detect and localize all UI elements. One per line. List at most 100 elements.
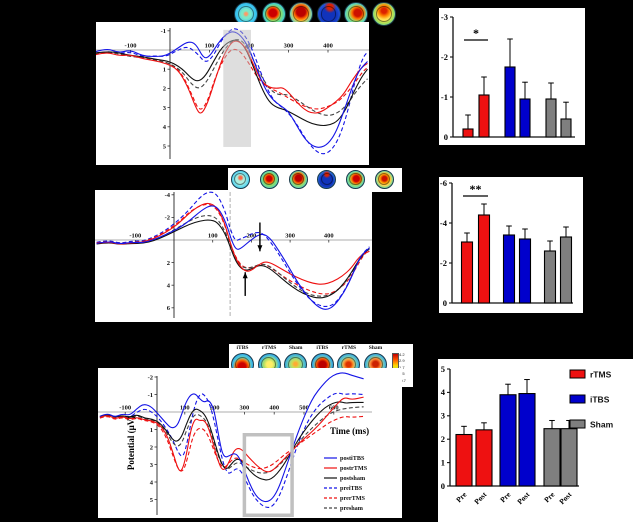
svg-text:2: 2 [150,444,153,451]
svg-text:3: 3 [163,105,167,112]
svg-text:-1: -1 [441,92,448,102]
topo-mid-6 [375,170,394,189]
bar-itbs-3 [518,238,532,304]
topo-row-mid [228,168,402,192]
svg-text:2: 2 [163,86,166,93]
bar-itbs-3 [519,98,531,138]
svg-text:300: 300 [284,43,294,50]
svg-text:1: 1 [441,457,445,467]
svg-text:5: 5 [150,497,154,504]
legend-entry: prerTMS [340,495,366,502]
x-axis-label: Time (ms) [330,426,369,436]
erp-panel-n2: -100 100 200 300 400 -4 -2 2 4 6 [95,190,372,322]
bar-itbs-Post [518,393,536,487]
topo-top-5 [344,2,369,26]
x-tick-label: Post [472,490,488,506]
legend-entry: postsham [340,475,366,482]
svg-text:300: 300 [240,405,250,412]
svg-text:4: 4 [150,479,154,486]
svg-text:100: 100 [180,405,190,412]
svg-text:4: 4 [167,283,171,290]
svg-text:0: 0 [441,481,445,491]
svg-text:-4: -4 [165,192,171,199]
svg-text:-2: -2 [440,258,447,268]
svg-text:0: 0 [443,298,447,308]
bar-rtms-Pre [455,433,473,487]
topo-mid-1 [231,170,250,189]
topo-label-rtms: rTMS [341,345,357,351]
x-tick-label: Post [515,490,531,506]
legend-swatch-rtms [569,369,586,379]
svg-text:200: 200 [210,405,220,412]
svg-text:-100: -100 [129,233,141,240]
legend-entry: presham [340,505,364,512]
bar-itbs-2 [504,66,516,138]
svg-text:-2: -2 [148,374,153,381]
topo-label-rtms: rTMS [261,345,277,351]
legend-label: iTBS [590,395,610,405]
erp-panel-p3: -100 100 200 300 400 500 600 -2 -1 1 2 3 4 5 Time (ms)… [98,368,402,518]
svg-text:3: 3 [441,411,445,421]
svg-text:-1: -1 [161,28,166,35]
topo-mid-3 [288,170,308,189]
bar-rtms-0 [462,128,474,138]
topo-label-sham: Sham [288,345,303,351]
bar-sham-4 [543,250,557,304]
svg-text:100: 100 [205,43,215,50]
bar-rtms-0 [460,241,474,304]
svg-text:400: 400 [269,405,279,412]
bar-chart-p2: 0 -1 -2 -3 * [439,8,585,145]
legend-entry: postrTMS [340,465,368,472]
svg-text:5: 5 [441,364,445,374]
legend-swatch-sham [569,419,586,429]
topo-top-6 [372,2,396,26]
bar-rtms-1 [477,214,491,304]
bar-rtms-1 [478,94,490,138]
bar-itbs-Pre [499,394,517,487]
x-tick-label: Pre [454,490,469,505]
svg-text:300: 300 [285,233,295,240]
colorbar-tick-label: -0.7 [399,377,406,383]
svg-text:200: 200 [247,233,257,240]
legend-swatch-itbs [569,394,586,404]
bar-chart-n2: 0 -2 -4 -6 ** [439,177,583,313]
bar-sham-Post [560,428,578,487]
svg-text:4: 4 [163,124,167,131]
svg-text:-4: -4 [440,218,448,228]
svg-text:-1: -1 [148,392,153,399]
legend-label: rTMS [590,370,612,380]
svg-text:400: 400 [323,43,333,50]
svg-text:400: 400 [324,233,334,240]
svg-text:2: 2 [167,260,170,267]
bar-itbs-2 [502,234,516,304]
topo-mid-2 [259,170,279,189]
svg-text:-100: -100 [125,43,137,50]
svg-text:500: 500 [299,405,309,412]
svg-text:5: 5 [163,143,167,150]
x-tick-label: Pre [542,490,557,505]
x-tick-label: Pre [498,490,513,505]
bar-sham-4 [545,98,557,138]
colorbar-tick-label: 4.2 [399,351,405,357]
legend-entry: postiTBS [340,455,365,462]
y-axis-label: Potential (μV) [126,416,136,470]
svg-text:-3: -3 [441,12,448,22]
topo-label-sham: Sham [368,345,383,351]
bar-sham-5 [559,236,573,304]
topo-label-itbs: iTBS [236,345,249,351]
topo-strip-mid [228,168,402,192]
x-tick-label: Post [557,490,573,506]
bar-rtms-Post [475,429,493,487]
svg-text:-6: -6 [440,178,447,188]
svg-text:2: 2 [441,434,445,444]
bar-chart-p3: 0 1 2 3 4 5 Pre Post Pre Post Pre Post rTMS iTBS Sham [438,359,633,522]
colorbar-tick-label: 2.9 [399,358,405,363]
topo-label-itbs: iTBS [316,345,329,351]
bar-sham-Pre [543,428,561,487]
topo-mid-4 [317,170,337,189]
svg-text:0: 0 [444,132,448,142]
svg-text:3: 3 [150,462,154,469]
colorbar-tick-label: 1.7 [399,364,405,370]
